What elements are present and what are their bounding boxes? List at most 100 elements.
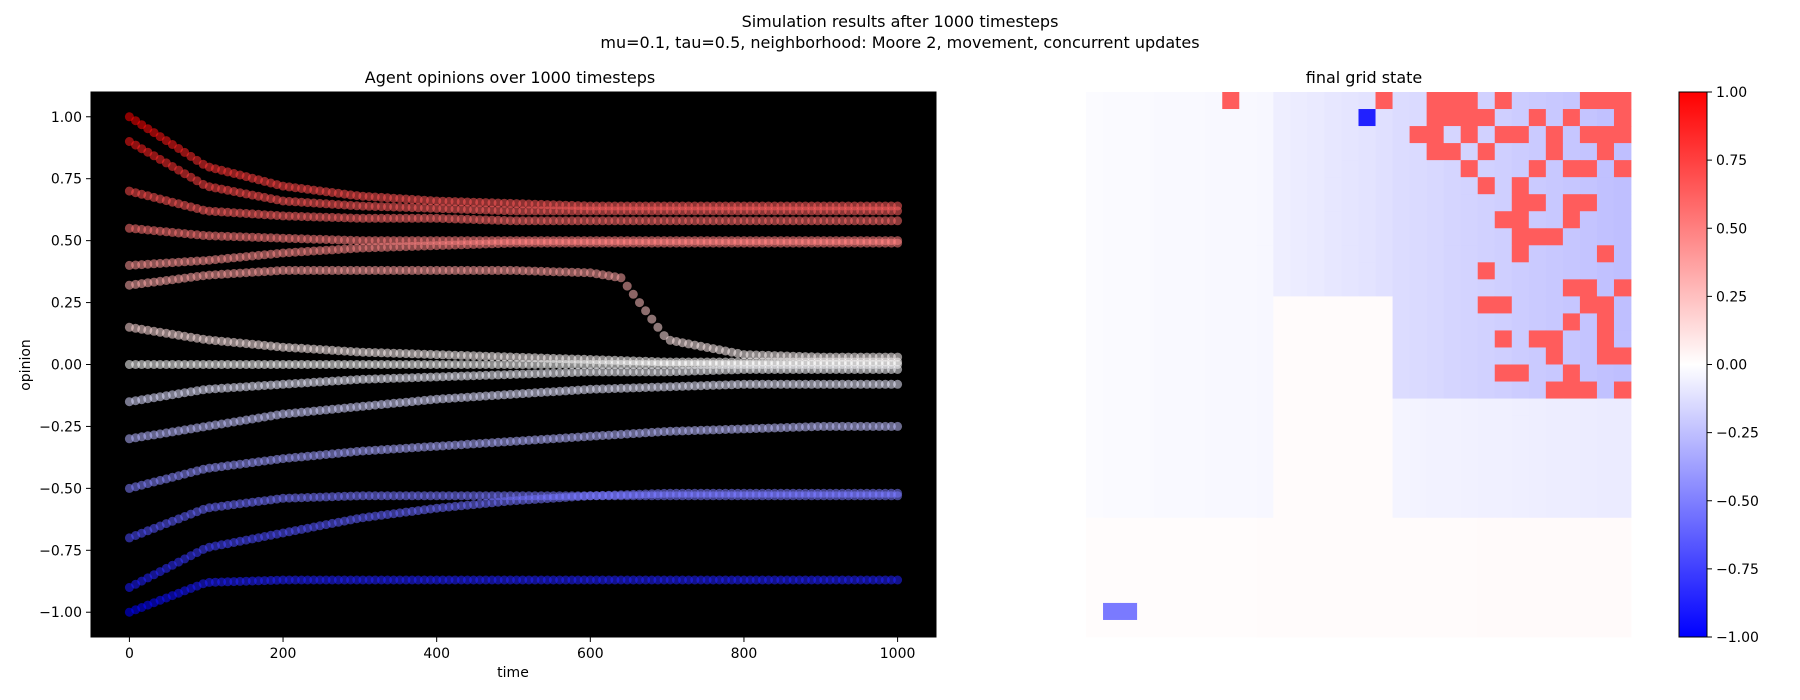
grid-cell	[1477, 585, 1496, 604]
grid-cell	[1494, 313, 1513, 331]
grid-cell	[1613, 177, 1632, 195]
heatmap-grid	[1086, 92, 1632, 638]
grid-cell	[1103, 228, 1121, 246]
grid-cell	[1137, 483, 1155, 502]
grid-cell	[1256, 602, 1274, 621]
grid-cell	[1239, 245, 1257, 263]
data-point	[856, 238, 866, 248]
data-point	[585, 367, 595, 377]
grid-cell	[1290, 568, 1308, 587]
grid-cell	[1137, 364, 1155, 382]
data-point	[893, 379, 903, 389]
grid-cell	[1137, 517, 1155, 536]
grid-cell	[1205, 551, 1223, 570]
grid-cell	[1375, 279, 1393, 297]
grid-cell	[1545, 585, 1564, 604]
grid-cell	[1103, 585, 1121, 604]
grid-cell	[1307, 466, 1325, 485]
grid-cell	[1086, 551, 1104, 570]
grid-cell	[1460, 92, 1479, 110]
data-point	[641, 367, 651, 377]
grid-cell	[1562, 619, 1581, 638]
grid-cell	[1324, 330, 1342, 348]
data-point	[751, 216, 761, 226]
grid-cell	[1324, 602, 1342, 621]
grid-cell	[1120, 330, 1138, 348]
data-point	[616, 216, 626, 226]
grid-cell	[1205, 160, 1223, 178]
grid-cell	[1375, 245, 1393, 263]
data-point	[438, 360, 448, 369]
grid-cell	[1273, 296, 1291, 314]
grid-cell	[1460, 177, 1479, 195]
grid-cell	[1222, 551, 1240, 570]
grid-cell	[1154, 619, 1172, 638]
grid-cell	[1426, 585, 1445, 604]
grid-cell	[1290, 262, 1308, 280]
data-point	[628, 575, 638, 585]
data-point	[450, 360, 460, 369]
colorbar-tick-label: 0.25	[1716, 289, 1747, 305]
grid-cell	[1511, 330, 1530, 348]
data-point	[856, 206, 866, 216]
grid-cell	[1375, 483, 1393, 502]
grid-cell	[1494, 347, 1513, 365]
grid-cell	[1477, 92, 1496, 110]
grid-cell	[1222, 585, 1240, 604]
grid-cell	[1324, 194, 1342, 212]
data-point	[641, 216, 651, 226]
data-point	[733, 488, 743, 498]
grid-cell	[1528, 415, 1547, 434]
data-point	[708, 206, 718, 216]
grid-cell	[1307, 245, 1325, 263]
data-point	[886, 421, 896, 431]
grid-cell	[1205, 415, 1223, 434]
grid-cell	[1579, 296, 1598, 314]
grid-cell	[1086, 449, 1104, 468]
grid-cell	[1171, 534, 1189, 553]
grid-cell	[1460, 483, 1479, 502]
grid-cell	[1188, 262, 1206, 280]
grid-cell	[1494, 381, 1513, 399]
series-5	[124, 265, 903, 362]
grid-cell	[1392, 619, 1410, 638]
data-point	[518, 360, 528, 369]
grid-cell	[1562, 109, 1581, 127]
grid-cell	[1239, 466, 1257, 485]
grid-cell	[1443, 466, 1462, 485]
grid-cell	[1358, 602, 1376, 621]
data-point	[548, 216, 558, 226]
data-point	[481, 360, 491, 369]
grid-cell	[1086, 517, 1104, 536]
grid-cell	[1137, 500, 1155, 519]
data-point	[776, 365, 786, 374]
grid-cell	[1103, 313, 1121, 331]
grid-cell	[1409, 415, 1428, 434]
grid-cell	[1392, 245, 1410, 263]
grid-cell	[1222, 126, 1240, 144]
data-point	[788, 216, 798, 226]
grid-cell	[1528, 296, 1547, 314]
grid-cell	[1154, 432, 1172, 451]
grid-cell	[1443, 381, 1462, 399]
grid-cell	[1579, 534, 1598, 553]
grid-cell	[1103, 551, 1121, 570]
data-point	[800, 488, 810, 498]
data-point	[764, 488, 773, 498]
grid-cell	[1392, 262, 1410, 280]
data-point	[764, 238, 773, 248]
data-point	[616, 575, 626, 585]
grid-cell	[1596, 296, 1615, 314]
grid-cell	[1188, 177, 1206, 195]
scatter-y-label: opinion	[18, 339, 34, 391]
grid-cell	[1239, 568, 1257, 587]
grid-cell	[1545, 177, 1564, 195]
data-point	[641, 206, 651, 216]
grid-cell	[1392, 500, 1410, 519]
grid-cell	[1545, 92, 1564, 110]
grid-cell	[1528, 619, 1547, 638]
grid-cell	[1392, 347, 1410, 365]
grid-cell	[1392, 534, 1410, 553]
grid-cell	[1205, 228, 1223, 246]
data-point	[616, 238, 626, 248]
